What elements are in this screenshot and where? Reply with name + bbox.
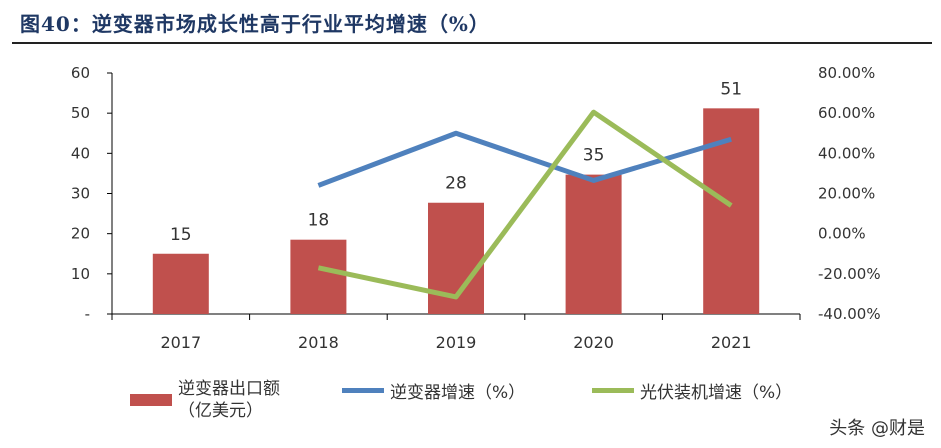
watermark: 头条 @财是 <box>829 418 925 439</box>
x-axis-tick-label: 2019 <box>436 333 477 352</box>
left-axis-tick-label: 10 <box>71 265 90 283</box>
left-axis-tick-label: 30 <box>71 185 90 203</box>
legend-swatch-inverter <box>342 388 384 393</box>
title-divider <box>12 42 932 44</box>
legend-label-inverter: 逆变器增速（%） <box>390 383 526 403</box>
legend-label-bar: 逆变器出口额（亿美元） <box>178 379 280 421</box>
pv-growth-line <box>317 109 733 300</box>
legend-item-pv: 光伏装机增速（%） <box>592 378 792 403</box>
bar-2018 <box>290 239 347 314</box>
right-axis-tick-label: 20.00% <box>818 185 875 203</box>
left-axis-tick-label: - <box>85 305 90 323</box>
x-axis-tick-label: 2017 <box>160 333 201 352</box>
bar-2020 <box>565 174 622 314</box>
right-axis-tick-label: 40.00% <box>818 144 875 162</box>
chart-title: 图40：逆变器市场成长性高于行业平均增速（%） <box>20 12 490 36</box>
bar-2017 <box>152 253 209 314</box>
legend-swatch-bar <box>130 394 172 406</box>
legend-item-inverter: 逆变器增速（%） <box>342 378 525 403</box>
x-axis-tick-label: 2018 <box>298 333 339 352</box>
right-axis-tick-label: 0.00% <box>818 225 866 243</box>
right-axis-tick-label: 80.00% <box>818 64 875 82</box>
legend-swatch-pv <box>592 388 634 393</box>
bar-data-label: 51 <box>720 79 742 99</box>
inverter-growth-line <box>317 130 732 188</box>
legend-item-bar: 逆变器出口额（亿美元） <box>130 378 308 422</box>
bar-data-label: 35 <box>583 146 605 166</box>
right-axis-tick-label: 60.00% <box>818 104 875 122</box>
bar-2021 <box>703 108 760 314</box>
right-axis-tick-label: -20.00% <box>818 265 881 283</box>
x-axis-tick-label: 2021 <box>711 333 752 352</box>
legend-label-pv: 光伏装机增速（%） <box>640 383 793 403</box>
x-axis-tick-label: 2020 <box>573 333 614 352</box>
bar-data-label: 28 <box>445 174 467 194</box>
bar-data-label: 18 <box>308 211 330 231</box>
left-axis-tick-label: 20 <box>71 225 90 243</box>
left-axis-tick-label: 50 <box>71 104 90 122</box>
right-axis-tick-label: -40.00% <box>818 305 881 323</box>
bar-data-label: 15 <box>170 225 192 245</box>
left-axis-tick-label: 40 <box>71 144 90 162</box>
left-axis-tick-label: 60 <box>71 64 90 82</box>
